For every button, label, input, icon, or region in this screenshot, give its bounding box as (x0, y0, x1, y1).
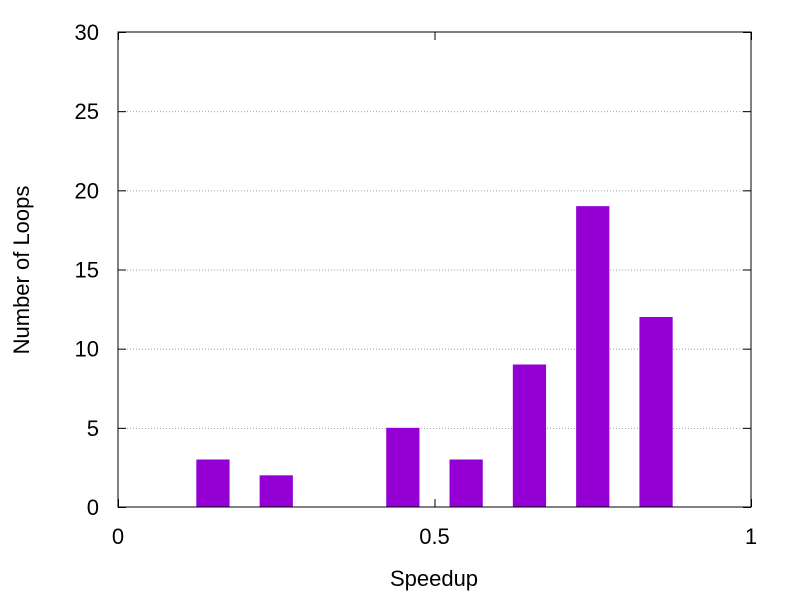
y-tick-label-1: 5 (87, 416, 99, 441)
grid-lines (118, 111, 751, 429)
bars (196, 206, 673, 507)
axis-ticks (118, 32, 752, 508)
y-tick-label-6: 30 (75, 20, 99, 45)
y-tick-label-2: 10 (75, 337, 99, 362)
y-tick-label-4: 20 (75, 178, 99, 203)
y-tick-label-3: 15 (75, 258, 99, 283)
bar-5 (576, 206, 610, 507)
x-tick-labels: 0 0.5 1 (112, 524, 757, 549)
x-tick-label-0: 0 (112, 524, 124, 549)
x-axis-title: Speedup (390, 566, 478, 591)
y-tick-label-0: 0 (87, 495, 99, 520)
bar-1 (259, 475, 293, 507)
y-tick-labels: 0 5 10 15 20 25 30 (75, 20, 99, 520)
bar-4 (512, 364, 547, 507)
bar-3 (449, 459, 483, 507)
bar-2 (386, 427, 420, 507)
x-tick-label-1: 0.5 (419, 524, 450, 549)
bar-0 (196, 459, 230, 507)
bar-6 (639, 317, 673, 507)
y-tick-label-5: 25 (75, 99, 99, 124)
x-tick-label-2: 1 (745, 524, 757, 549)
y-axis-title: Number of Loops (9, 186, 34, 355)
